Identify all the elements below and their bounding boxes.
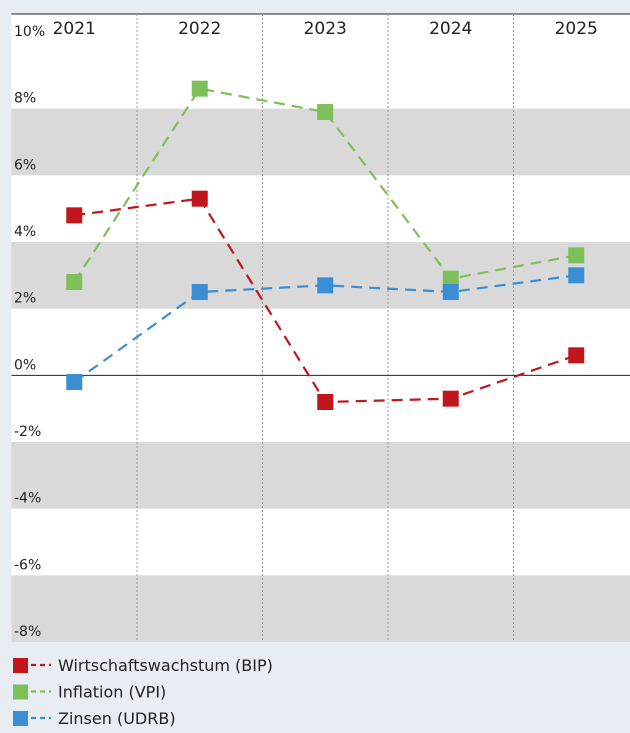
x-tick-label: 2024 (429, 19, 472, 39)
marker (191, 190, 208, 207)
y-tick-label: 10% (14, 24, 45, 40)
marker (568, 347, 585, 364)
marker (66, 274, 83, 290)
marker (66, 207, 83, 224)
marker (191, 80, 208, 97)
x-tick-label: 2021 (53, 19, 96, 39)
marker (442, 284, 459, 300)
marker (317, 394, 334, 410)
grid-band (11, 575, 630, 642)
legend-swatch (13, 658, 28, 673)
marker (568, 247, 585, 264)
y-tick-label: 8% (14, 91, 36, 107)
y-tick-label: 6% (14, 157, 36, 173)
legend-label: Wirtschaftswachstum (BIP) (58, 656, 273, 675)
legend-swatch (13, 684, 28, 700)
marker (317, 277, 334, 294)
x-tick-label: 2022 (178, 19, 221, 39)
x-tick-label: 2025 (555, 19, 598, 39)
marker (317, 104, 334, 120)
marker (442, 390, 459, 407)
x-tick-label: 2023 (304, 19, 347, 39)
y-tick-label: -2% (14, 424, 41, 440)
y-tick-label: 4% (14, 224, 36, 240)
legend-label: Zinsen (UDRB) (58, 709, 176, 728)
y-tick-label: -8% (14, 624, 41, 640)
marker (442, 270, 459, 287)
y-tick-label: -4% (14, 491, 41, 507)
y-tick-label: -6% (14, 557, 41, 573)
legend-swatch (13, 711, 28, 726)
grid-band (11, 442, 630, 509)
marker (568, 267, 585, 284)
grid-band (11, 242, 630, 309)
legend-label: Inflation (VPI) (58, 683, 166, 702)
y-tick-label: 2% (14, 291, 36, 307)
marker (66, 374, 83, 390)
series-line (73, 87, 577, 283)
y-tick-label: 0% (14, 357, 36, 373)
marker (191, 284, 208, 300)
